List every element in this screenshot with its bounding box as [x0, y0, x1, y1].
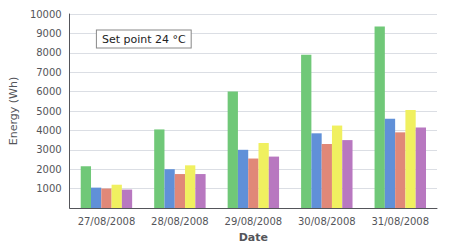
- svg-text:Date: Date: [239, 231, 268, 244]
- svg-text:31/08/2008: 31/08/2008: [371, 216, 429, 227]
- svg-text:Energy (Wh): Energy (Wh): [7, 77, 20, 145]
- svg-text:27/08/2008: 27/08/2008: [78, 216, 136, 227]
- svg-text:6000: 6000: [36, 86, 61, 97]
- svg-text:7000: 7000: [36, 67, 61, 78]
- svg-text:30/08/2008: 30/08/2008: [298, 216, 356, 227]
- svg-text:8000: 8000: [36, 47, 61, 58]
- svg-text:2000: 2000: [36, 164, 61, 175]
- svg-text:4000: 4000: [36, 125, 61, 136]
- svg-text:28/08/2008: 28/08/2008: [151, 216, 209, 227]
- svg-text:1000: 1000: [36, 183, 61, 194]
- svg-text:Set point 24 °C: Set point 24 °C: [102, 33, 186, 46]
- svg-text:9000: 9000: [36, 28, 61, 39]
- svg-text:10000: 10000: [30, 9, 62, 20]
- svg-text:5000: 5000: [36, 106, 61, 117]
- svg-text:3000: 3000: [36, 144, 61, 155]
- svg-text:29/08/2008: 29/08/2008: [225, 216, 283, 227]
